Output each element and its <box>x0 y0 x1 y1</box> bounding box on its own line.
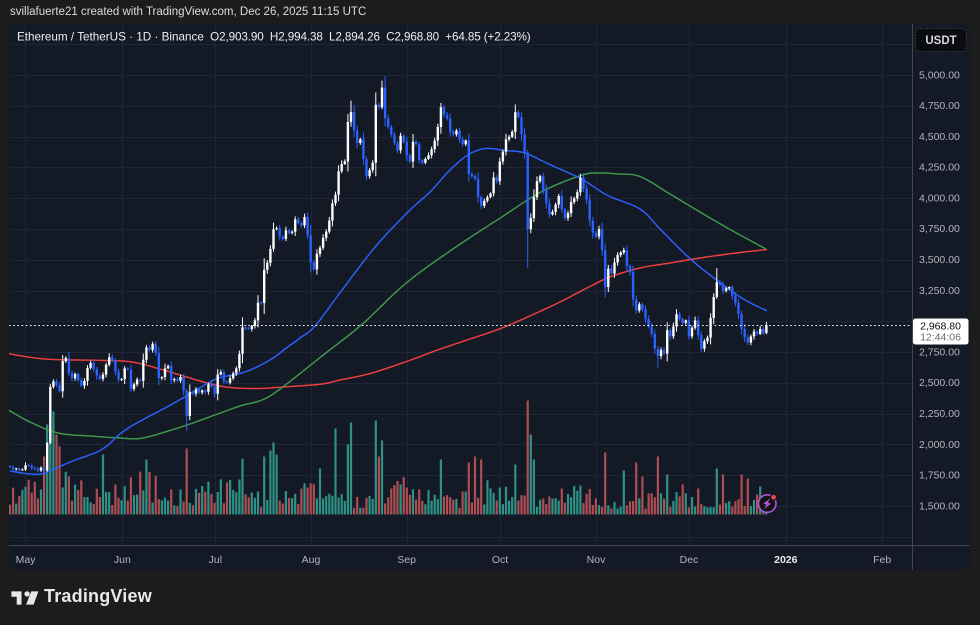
svg-text:2,500.00: 2,500.00 <box>919 377 960 389</box>
svg-text:USDT: USDT <box>925 35 956 47</box>
svg-text:May: May <box>16 554 37 566</box>
svg-text:3,500.00: 3,500.00 <box>919 254 960 266</box>
svg-text:3,750.00: 3,750.00 <box>919 223 960 235</box>
svg-text:2026: 2026 <box>774 554 798 566</box>
svg-text:Sep: Sep <box>397 554 416 566</box>
svg-text:1,750.00: 1,750.00 <box>919 470 960 482</box>
svg-text:12:44:06: 12:44:06 <box>920 332 961 344</box>
svg-text:4,000.00: 4,000.00 <box>919 192 960 204</box>
svg-text:2,750.00: 2,750.00 <box>919 346 960 358</box>
svg-text:2,000.00: 2,000.00 <box>919 439 960 451</box>
svg-text:Dec: Dec <box>680 554 699 566</box>
svg-text:3,250.00: 3,250.00 <box>919 285 960 297</box>
svg-text:5,000.00: 5,000.00 <box>919 69 960 81</box>
svg-text:4,250.00: 4,250.00 <box>919 162 960 174</box>
svg-text:Feb: Feb <box>873 554 891 566</box>
svg-text:Jun: Jun <box>114 554 131 566</box>
svg-text:Aug: Aug <box>302 554 321 566</box>
svg-text:1,500.00: 1,500.00 <box>919 500 960 512</box>
svg-text:Jul: Jul <box>209 554 222 566</box>
svg-text:Oct: Oct <box>492 554 508 566</box>
svg-text:4,500.00: 4,500.00 <box>919 131 960 143</box>
svg-text:4,750.00: 4,750.00 <box>919 100 960 112</box>
svg-text:Nov: Nov <box>587 554 606 566</box>
svg-text:2,250.00: 2,250.00 <box>919 408 960 420</box>
svg-text:Ethereum / TetherUS · 1D · Bin: Ethereum / TetherUS · 1D · Binance O2,90… <box>17 31 531 44</box>
svg-text:2,968.80: 2,968.80 <box>920 321 961 333</box>
